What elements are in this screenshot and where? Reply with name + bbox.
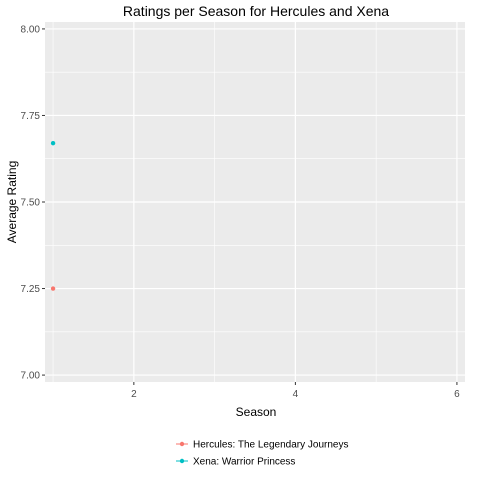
x-tick-label: 2: [131, 389, 137, 400]
y-tick-label: 7.25: [21, 284, 41, 295]
y-tick-label: 8.00: [21, 24, 41, 35]
x-tick-label: 4: [293, 389, 299, 400]
data-points: [50, 140, 56, 291]
legend-label: Hercules: The Legendary Journeys: [193, 440, 348, 451]
data-point: [50, 286, 56, 291]
x-axis-label: Season: [236, 405, 277, 419]
y-tick-label: 7.50: [21, 198, 41, 209]
y-tick-label: 7.75: [21, 111, 41, 122]
legend: Hercules: The Legendary Journeys Xena: Wa…: [176, 440, 348, 468]
x-tick-label: 6: [454, 389, 460, 400]
legend-key-point: [179, 458, 185, 464]
grid-lines: [45, 22, 465, 382]
legend-label: Xena: Warrior Princess: [193, 457, 295, 468]
y-tick-label: 7.00: [21, 371, 41, 382]
y-axis-label: Average Rating: [5, 161, 19, 244]
data-point: [50, 140, 56, 146]
legend-key-point: [179, 441, 185, 447]
axis-ticks: 2 4 6 7.00 7.25 7.50 7.75 8.00: [21, 24, 461, 400]
chart-title: Ratings per Season for Hercules and Xena: [123, 3, 389, 19]
